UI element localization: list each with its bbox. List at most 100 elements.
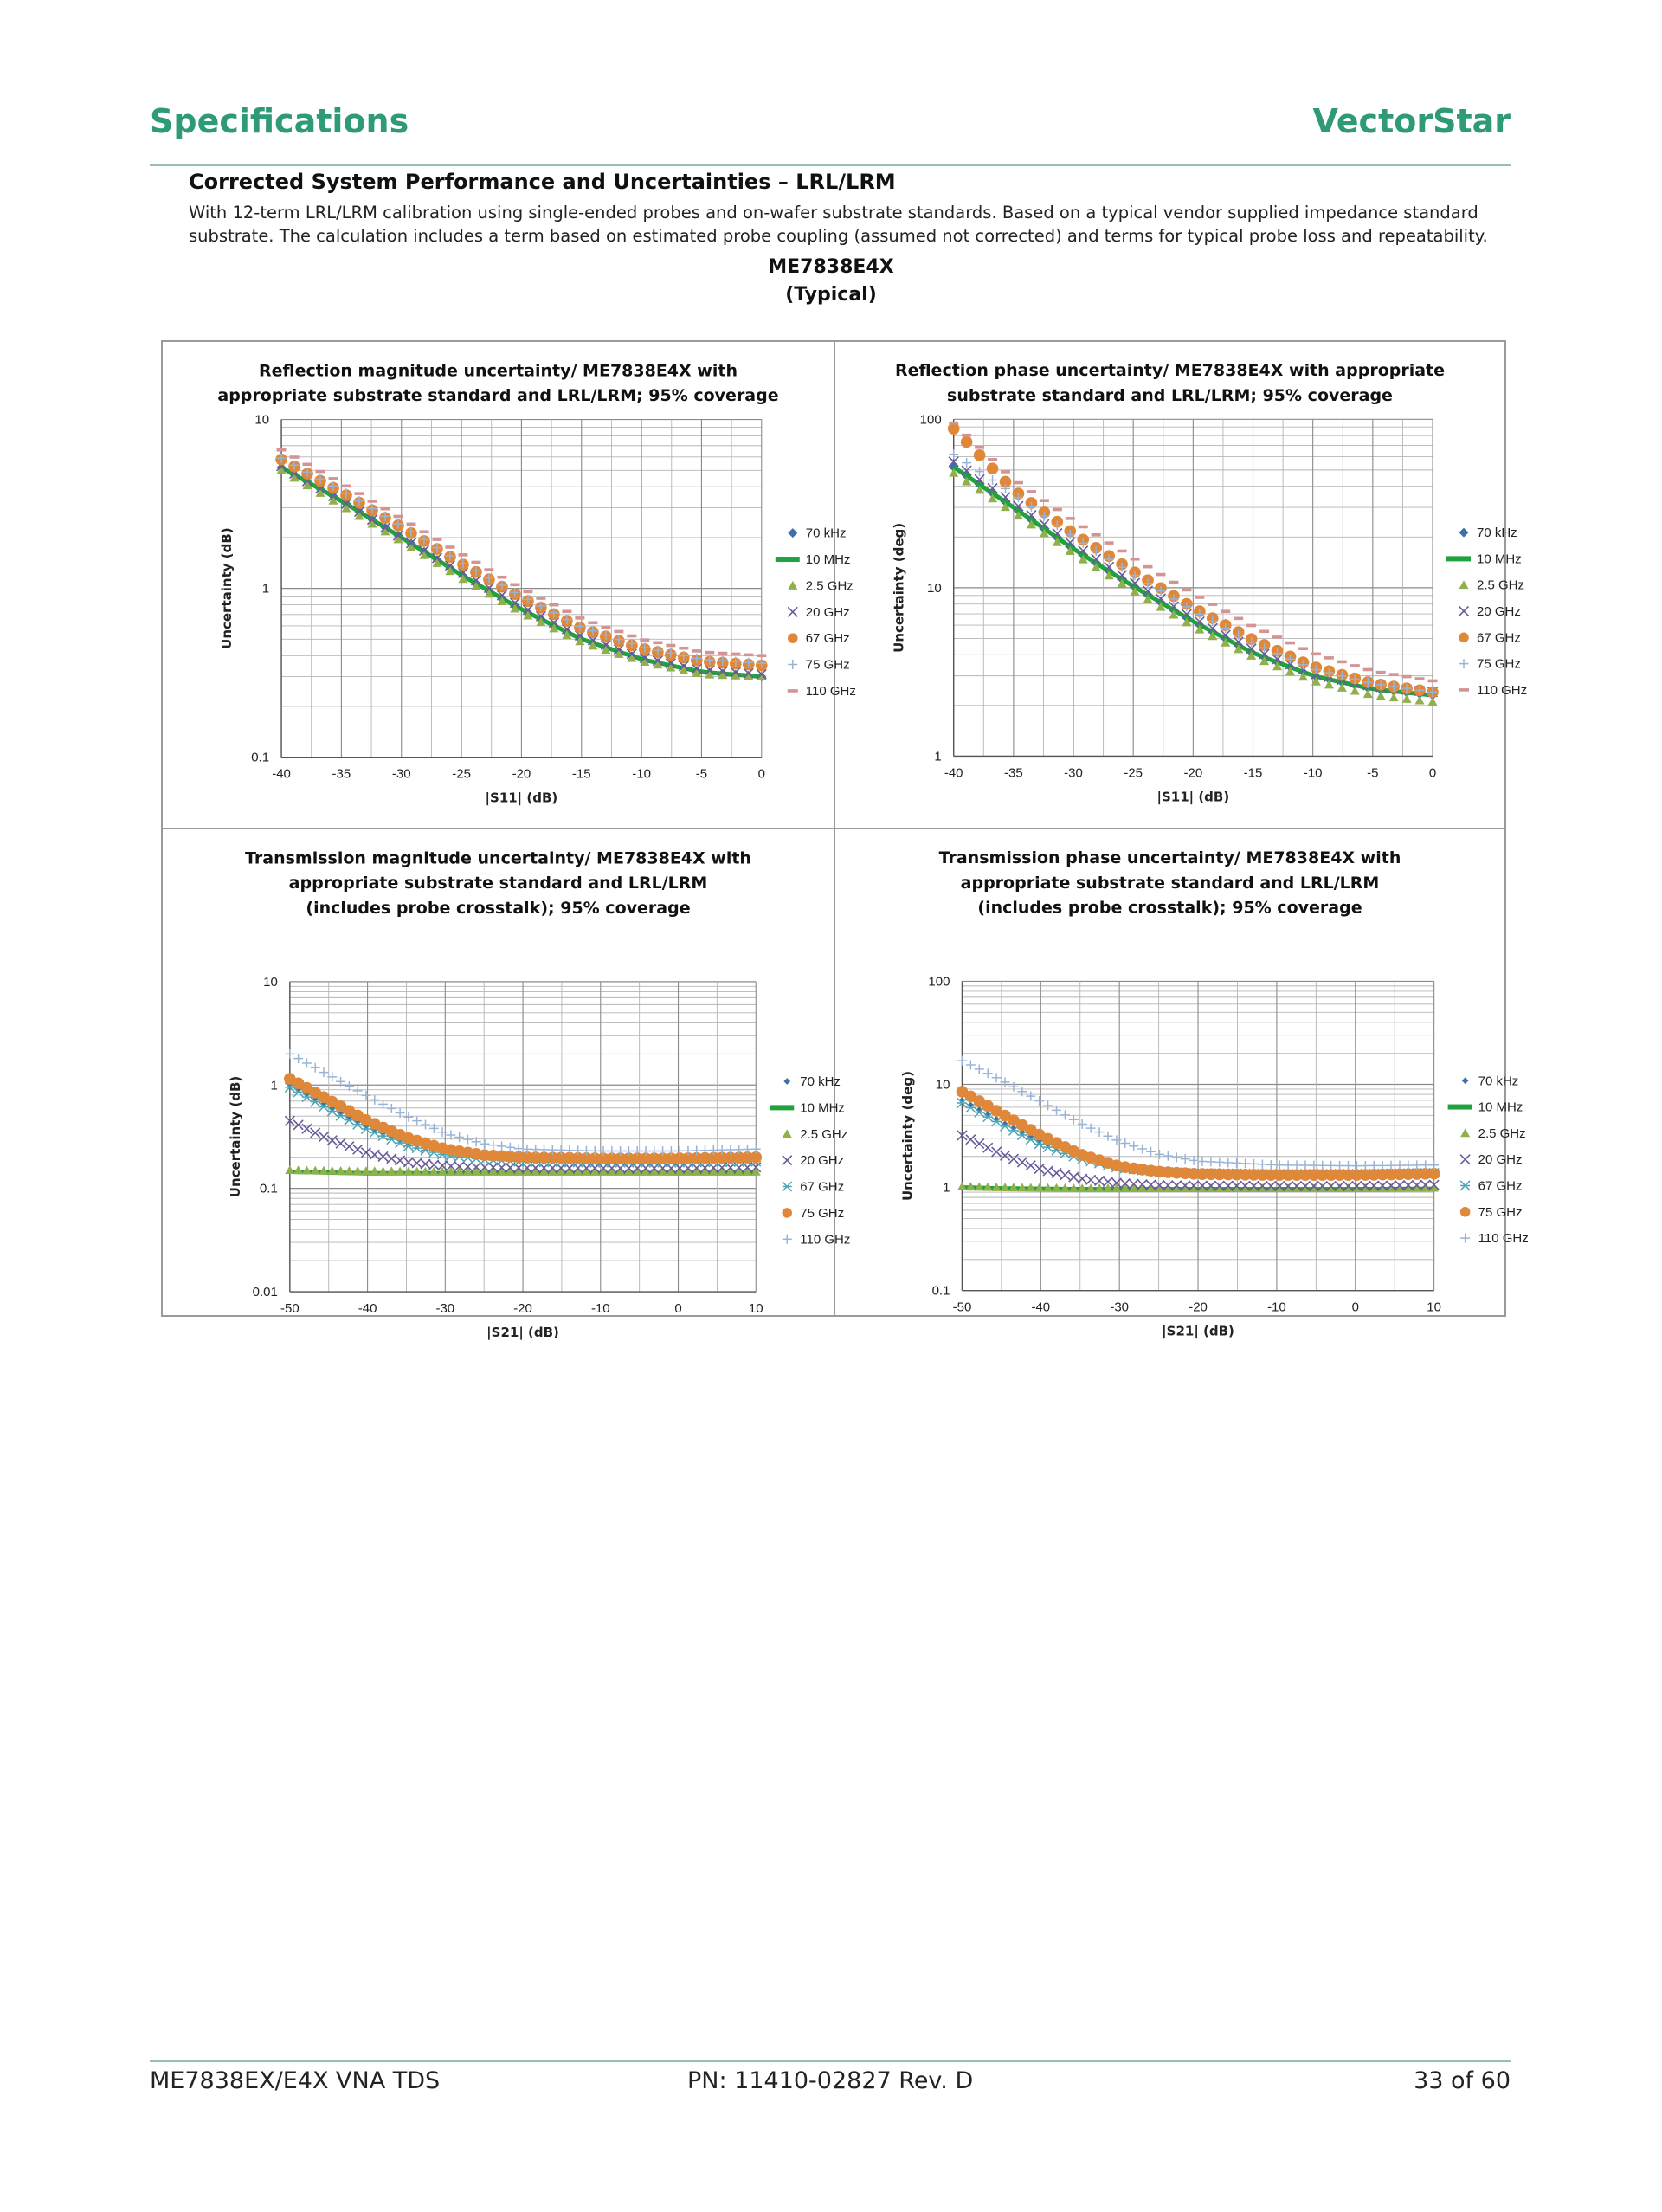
data-point — [965, 1102, 976, 1113]
data-point — [395, 1166, 405, 1176]
data-point — [975, 485, 985, 494]
data-point — [1120, 1183, 1131, 1193]
data-point — [1156, 572, 1166, 577]
data-point — [1168, 601, 1179, 612]
chart-title-line: (includes probe crosstalk); 95% coverage — [977, 899, 1362, 918]
data-point — [301, 1123, 312, 1134]
data-point — [1052, 507, 1062, 512]
data-point — [615, 1166, 626, 1176]
data-point — [370, 1166, 380, 1176]
data-point — [627, 653, 637, 662]
data-point — [458, 558, 468, 569]
data-point — [556, 1145, 566, 1155]
data-point — [692, 649, 702, 653]
data-point — [1272, 648, 1283, 659]
data-point — [1171, 1183, 1182, 1193]
data-point — [1065, 537, 1076, 548]
data-point — [1283, 1160, 1293, 1170]
data-point — [361, 1166, 371, 1176]
legend-label: 10 MHz — [806, 552, 851, 567]
data-point — [957, 1182, 967, 1190]
data-point — [1266, 1183, 1276, 1193]
y-axis-label: Uncertainty (dB) — [219, 527, 235, 649]
data-point — [581, 1166, 591, 1176]
data-point — [1052, 520, 1062, 531]
y-tick-label: 1 — [270, 1078, 277, 1093]
x-tick-label: -20 — [513, 1301, 532, 1316]
data-point — [597, 1152, 609, 1164]
x-tick-label: -25 — [1124, 765, 1143, 780]
typical-qualifier: (Typical) — [785, 284, 877, 306]
legend-item-110-ghz: 110 GHz — [1460, 1231, 1529, 1246]
data-point — [344, 1141, 355, 1152]
y-axis-label: Uncertainty (deg) — [892, 523, 907, 653]
data-point — [1013, 493, 1023, 503]
data-point — [462, 1161, 473, 1172]
data-point — [380, 511, 390, 521]
data-point — [1163, 1151, 1173, 1161]
legend-label: 2.5 GHz — [800, 1127, 847, 1142]
data-point — [974, 474, 985, 485]
data-point — [991, 1116, 1002, 1127]
data-point — [432, 543, 442, 553]
data-point — [1221, 609, 1231, 614]
data-point — [1208, 603, 1218, 606]
data-point — [1156, 602, 1166, 611]
legend-label: 75 GHz — [806, 658, 850, 673]
data-point — [658, 1145, 668, 1156]
data-point — [1085, 1183, 1096, 1193]
series-20-ghz — [948, 456, 1439, 698]
data-point — [529, 1151, 542, 1164]
data-point — [678, 661, 689, 672]
data-point — [510, 603, 520, 613]
data-point — [480, 1138, 490, 1149]
x-tick-label: 10 — [749, 1301, 763, 1316]
data-point — [484, 568, 494, 571]
data-point — [1273, 1169, 1286, 1182]
legend-swatch — [782, 1234, 792, 1244]
legend-item-67-ghz: 67 GHz — [782, 1180, 844, 1195]
data-point — [1155, 593, 1167, 604]
legend-swatch — [1459, 659, 1469, 669]
data-point — [679, 646, 689, 650]
data-point — [1154, 1149, 1164, 1159]
data-point — [973, 448, 986, 461]
data-point — [666, 643, 676, 648]
y-tick-label: 0.1 — [251, 751, 269, 765]
data-point — [725, 1145, 736, 1155]
data-point — [1026, 509, 1037, 521]
data-point — [419, 550, 429, 559]
y-tick-label: 0.1 — [260, 1182, 278, 1196]
data-point — [587, 635, 598, 646]
legend-item-70-khz: 70 kHz — [783, 1074, 841, 1089]
footer-page-number: 33 of 60 — [1414, 2067, 1511, 2094]
data-point — [588, 626, 598, 636]
data-point — [483, 582, 495, 594]
data-point — [1189, 1180, 1200, 1191]
data-point — [1428, 1179, 1440, 1190]
data-point — [1206, 1183, 1216, 1193]
x-axis-label: |S21| (dB) — [1162, 1324, 1234, 1340]
data-point — [379, 522, 391, 533]
series-75-ghz — [284, 1073, 763, 1164]
data-point — [522, 604, 533, 616]
data-point — [1283, 1183, 1293, 1193]
data-point — [948, 456, 959, 468]
x-tick-label: -50 — [280, 1301, 300, 1316]
plot-grid — [289, 981, 757, 1293]
data-point — [1388, 693, 1399, 702]
data-point — [692, 653, 702, 663]
data-point — [403, 1166, 414, 1176]
data-point — [1337, 683, 1347, 692]
data-point — [462, 1166, 473, 1176]
data-point — [1386, 1183, 1396, 1192]
data-point — [990, 1105, 1002, 1117]
data-point — [757, 654, 767, 658]
legend-item-2-5-ghz: 2.5 GHz — [1459, 578, 1524, 593]
section-description: With 12-term LRL/LRM calibration using s… — [189, 203, 1488, 246]
y-tick-label: 1 — [934, 749, 941, 764]
data-point — [1343, 1161, 1354, 1171]
data-point — [949, 421, 959, 425]
series-110-ghz — [276, 448, 767, 658]
data-point — [1248, 1183, 1259, 1193]
